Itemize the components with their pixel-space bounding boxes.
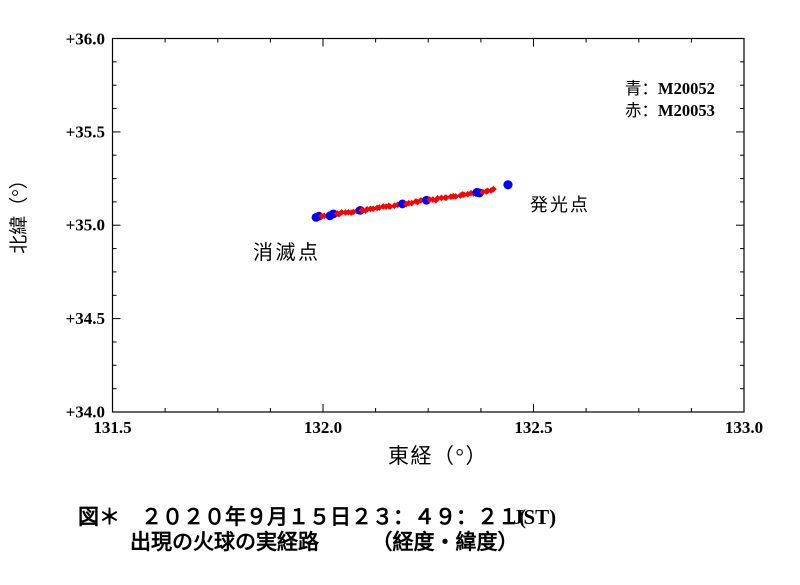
svg-text:+35.0: +35.0 [66, 216, 105, 235]
svg-text:発光点: 発光点 [530, 195, 590, 215]
svg-text:132.5: 132.5 [514, 418, 552, 437]
svg-text:赤：M20053: 赤：M20053 [625, 101, 715, 120]
svg-text:青：M20052: 青：M20052 [625, 79, 715, 98]
svg-text:北緯（°）: 北緯（°） [8, 170, 30, 254]
svg-text:132.0: 132.0 [304, 418, 342, 437]
svg-text:+36.0: +36.0 [66, 30, 105, 49]
svg-text:133.0: 133.0 [725, 418, 763, 437]
svg-text:+35.5: +35.5 [66, 122, 105, 141]
svg-text:消滅点: 消滅点 [253, 241, 321, 264]
svg-text:131.5: 131.5 [93, 418, 131, 437]
svg-text:+34.5: +34.5 [66, 309, 105, 328]
svg-text:東経（°）: 東経（°） [388, 444, 488, 468]
